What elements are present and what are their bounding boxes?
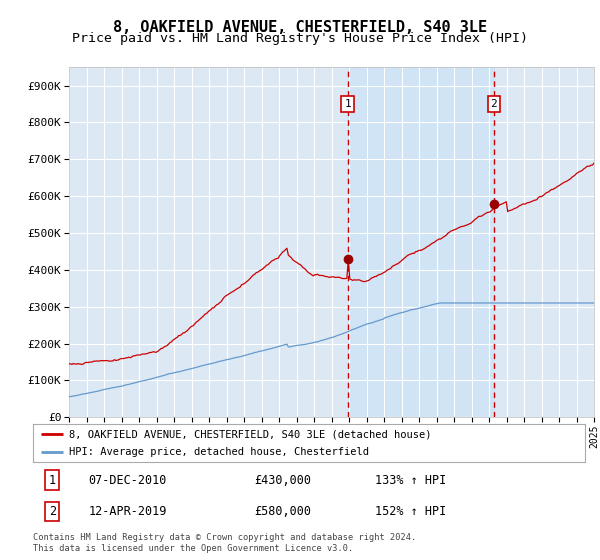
Text: 12-APR-2019: 12-APR-2019 [88,505,167,518]
Text: £580,000: £580,000 [254,505,311,518]
Text: HPI: Average price, detached house, Chesterfield: HPI: Average price, detached house, Ches… [69,447,369,457]
Text: £430,000: £430,000 [254,474,311,487]
Text: 1: 1 [344,99,351,109]
Text: Contains HM Land Registry data © Crown copyright and database right 2024.
This d: Contains HM Land Registry data © Crown c… [33,533,416,553]
Text: 2: 2 [49,505,56,518]
Text: 07-DEC-2010: 07-DEC-2010 [88,474,167,487]
Bar [347,67,494,417]
Text: 8, OAKFIELD AVENUE, CHESTERFIELD, S40 3LE: 8, OAKFIELD AVENUE, CHESTERFIELD, S40 3L… [113,20,487,35]
Text: Price paid vs. HM Land Registry's House Price Index (HPI): Price paid vs. HM Land Registry's House … [72,32,528,45]
Text: 152% ↑ HPI: 152% ↑ HPI [375,505,446,518]
Text: 133% ↑ HPI: 133% ↑ HPI [375,474,446,487]
Text: 8, OAKFIELD AVENUE, CHESTERFIELD, S40 3LE (detached house): 8, OAKFIELD AVENUE, CHESTERFIELD, S40 3L… [69,429,431,439]
Text: 2: 2 [491,99,497,109]
Text: 1: 1 [49,474,56,487]
